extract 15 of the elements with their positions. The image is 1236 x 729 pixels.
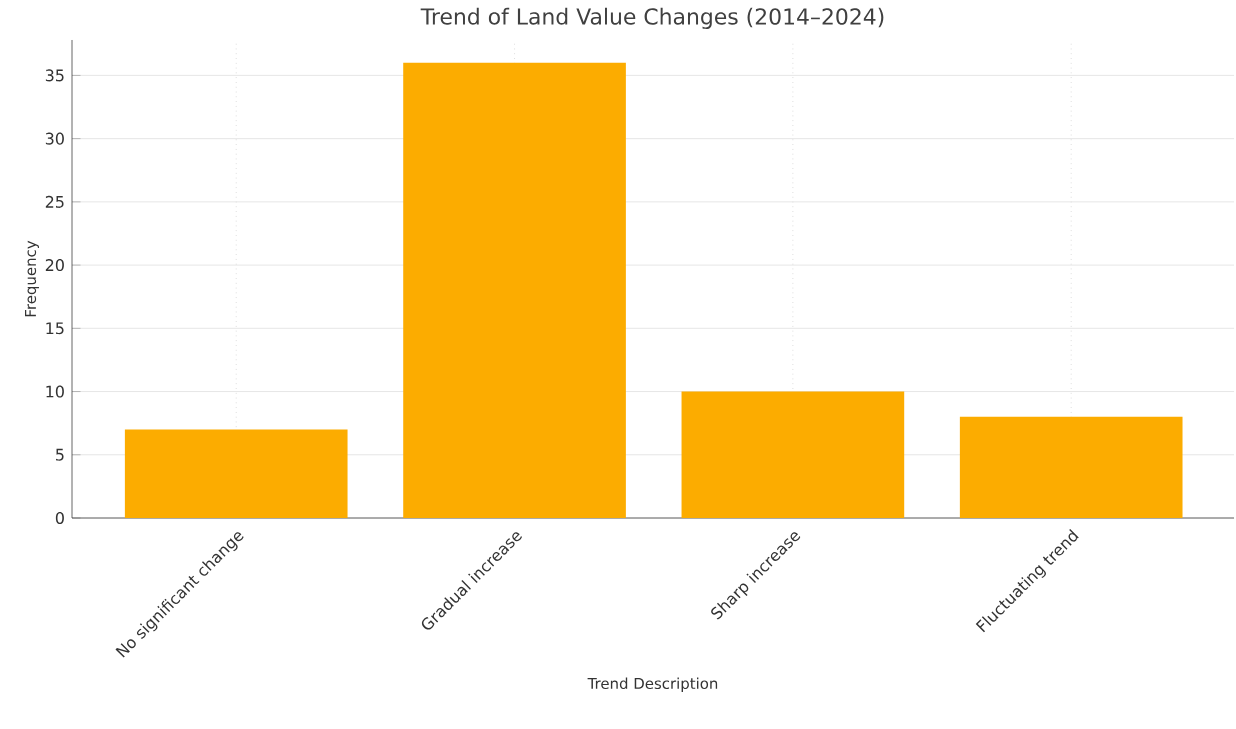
y-tick-label: 5 [56,448,64,461]
y-tick-label: 25 [45,195,64,208]
x-axis-title: Trend Description [587,677,718,692]
y-tick-label: 15 [46,322,64,335]
y-tick-label: 30 [45,132,64,145]
bar [959,416,1183,518]
y-tick-label: 35 [45,69,64,82]
y-axis-title: Frequency [25,240,39,317]
bar [124,429,348,518]
chart-title: Trend of Land Value Changes (2014–2024) [420,7,884,29]
y-tick-label: 10 [46,385,64,398]
bar [403,62,626,518]
y-tick-label: 20 [45,259,64,272]
bar [681,391,905,518]
y-tick-label: 0 [55,511,64,525]
